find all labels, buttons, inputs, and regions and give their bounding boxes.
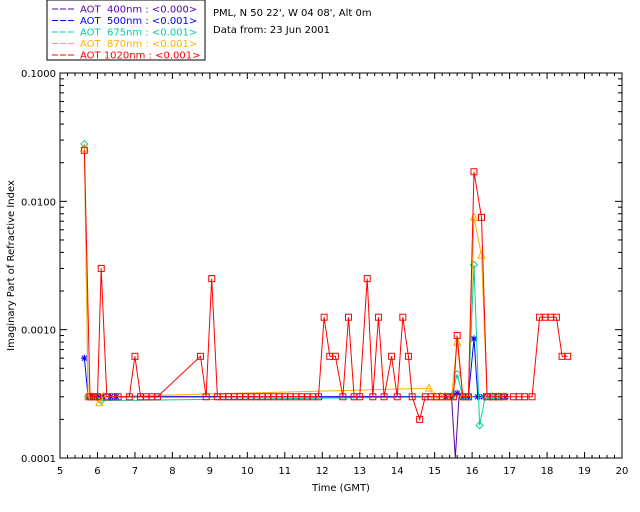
data-point	[479, 393, 487, 401]
x-tick-label: 19	[578, 466, 591, 477]
data-point	[470, 335, 478, 343]
chart-info: PML, N 50 22', W 04 08', Alt 0m Data from…	[213, 8, 372, 36]
x-tick-label: 20	[616, 466, 629, 477]
data-point	[380, 393, 388, 401]
legend-entry: AOT 400nm : <0.000>	[80, 5, 197, 16]
plot-area	[59, 72, 623, 459]
data-point	[356, 393, 364, 401]
data-point	[500, 393, 508, 401]
data-point	[344, 313, 352, 321]
x-tick-label: 8	[169, 466, 175, 477]
data-point	[449, 393, 457, 401]
series-4	[80, 146, 572, 423]
series-1	[80, 335, 510, 401]
data-point	[521, 393, 529, 401]
data-point	[564, 352, 572, 360]
data-point	[315, 393, 323, 401]
y-tick-label: 0.0010	[21, 326, 56, 337]
legend-entry: AOT 675nm : <0.001>	[80, 28, 197, 39]
legend: AOT 400nm : <0.000>AOT 500nm : <0.001>AO…	[46, 0, 206, 62]
data-point	[477, 250, 486, 259]
data-point	[452, 336, 462, 346]
data-point	[475, 421, 484, 430]
x-tick-label: 11	[278, 466, 291, 477]
data-point	[374, 313, 382, 321]
y-axis-label: Imaginary Part of Refractive Index	[6, 180, 17, 351]
data-point	[208, 275, 216, 283]
data-point	[97, 264, 105, 272]
data-point	[399, 313, 407, 321]
data-point	[131, 352, 139, 360]
data-point	[90, 393, 98, 401]
x-tick-label: 14	[391, 466, 404, 477]
data-point	[464, 393, 472, 401]
data-point	[404, 352, 412, 360]
y-tick-label: 0.0001	[21, 454, 56, 465]
data-point	[93, 393, 101, 401]
series-line	[83, 143, 497, 426]
x-tick-label: 6	[94, 466, 100, 477]
data-point	[416, 415, 424, 423]
data-point	[80, 146, 88, 154]
data-point	[478, 213, 485, 221]
y-tick-label: 0.1000	[21, 69, 56, 80]
data-point	[424, 383, 434, 392]
data-point	[80, 354, 88, 362]
x-tick-label: 18	[541, 466, 554, 477]
data-point	[98, 391, 108, 401]
data-point	[408, 393, 416, 401]
series-2	[80, 139, 501, 430]
data-point	[552, 313, 560, 321]
data-point	[202, 393, 210, 401]
data-point	[86, 393, 94, 401]
data-point	[528, 393, 536, 401]
x-tick-label: 15	[428, 466, 441, 477]
series-layer	[80, 139, 572, 459]
series-3	[80, 142, 509, 407]
x-tick-label: 13	[353, 466, 366, 477]
info-line: PML, N 50 22', W 04 08', Alt 0m	[213, 8, 372, 19]
data-point	[369, 393, 377, 401]
axes: 5 6 7 8 9 10 11 12 13 14 15 16 17 18 19 20 0.0001 0.0010 0…	[21, 69, 628, 477]
data-point	[388, 352, 396, 360]
x-tick-label: 9	[207, 466, 213, 477]
legend-entry: AOT 870nm : <0.001>	[80, 39, 197, 50]
x-tick-label: 12	[316, 466, 329, 477]
data-point	[469, 212, 479, 221]
y-tick-label: 0.0100	[21, 197, 56, 208]
data-point	[95, 393, 103, 401]
data-point	[153, 393, 161, 401]
data-point	[125, 393, 133, 401]
x-tick-label: 5	[57, 466, 63, 477]
data-point	[363, 275, 371, 283]
series-0	[84, 396, 506, 459]
x-tick-label: 16	[466, 466, 479, 477]
info-line: Data from: 23 Jun 2001	[213, 25, 330, 36]
legend-box	[46, 0, 206, 61]
series-line	[83, 338, 506, 398]
data-point	[453, 389, 461, 397]
series-line	[83, 148, 504, 404]
data-point	[331, 352, 339, 360]
legend-entry: AOT 500nm : <0.001>	[80, 16, 197, 27]
data-point	[114, 393, 122, 401]
data-point	[393, 393, 401, 401]
legend-entry: AOT 1020nm : <0.001>	[80, 51, 200, 62]
data-point	[197, 352, 204, 360]
x-axis-label: Time (GMT)	[311, 483, 370, 494]
x-tick-label: 7	[132, 466, 138, 477]
data-point	[339, 393, 347, 401]
data-point	[320, 313, 328, 321]
series-line	[84, 396, 506, 459]
data-point	[474, 393, 482, 401]
data-point	[453, 332, 461, 340]
data-point	[95, 397, 104, 407]
series-line	[83, 150, 568, 422]
x-tick-label: 10	[241, 466, 254, 477]
data-point	[470, 168, 478, 176]
x-tick-label: 17	[503, 466, 516, 477]
